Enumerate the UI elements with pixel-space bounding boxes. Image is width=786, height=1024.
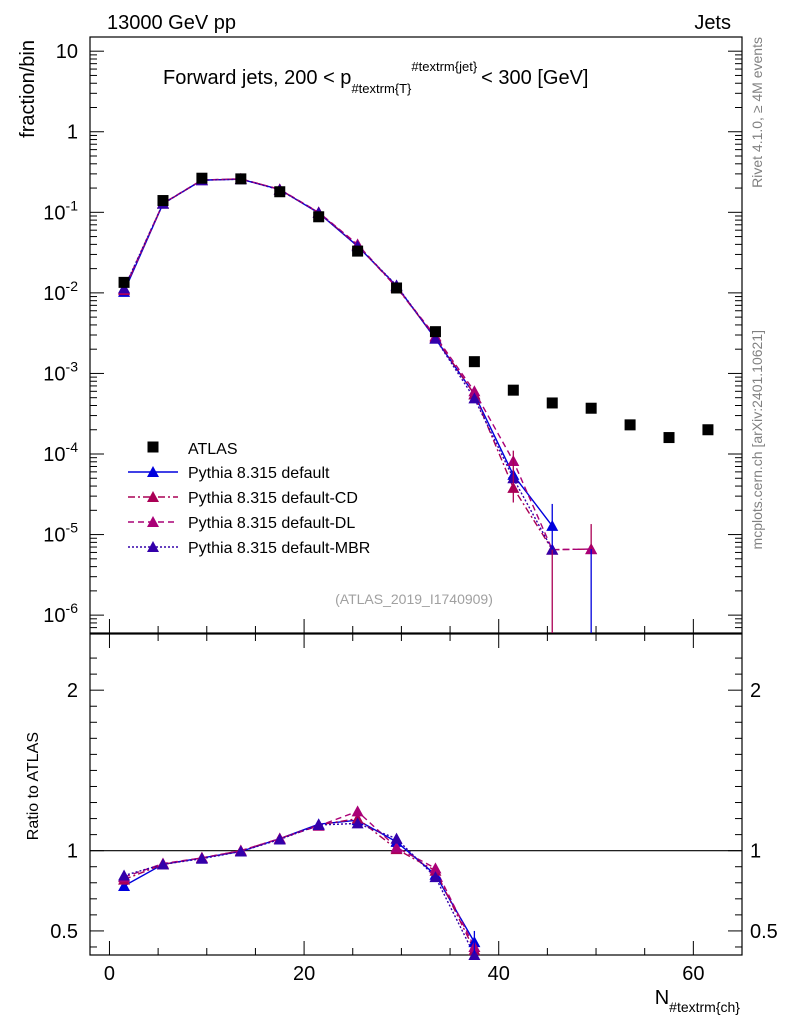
ratio-point-3 (390, 832, 403, 844)
ratio-tick-label: 0.5 (50, 921, 78, 943)
ratio-tick-label-right: 2 (750, 680, 761, 702)
ratio-tick-label-right: 0.5 (750, 921, 778, 943)
series-point-3 (468, 392, 481, 404)
legend-marker-3 (147, 541, 159, 552)
title-sup: #textrm{jet} (411, 59, 477, 74)
legend-label-0: Pythia 8.315 default (188, 465, 330, 482)
ratio-panel-frame (89, 633, 743, 956)
y-tick-label: 10-6 (43, 600, 78, 627)
y-tick-label: 10-5 (43, 520, 78, 547)
ratio-point-3 (118, 869, 131, 881)
title-sub: #textrm{T} (351, 81, 412, 96)
title-end: < 300 [GeV] (481, 67, 588, 89)
y-tick-base: 10 (43, 444, 65, 466)
legend-marker-data (147, 441, 159, 453)
ratio-point-3 (351, 817, 364, 829)
data-point (429, 326, 441, 338)
analysis-label: (ATLAS_2019_I1740909) (335, 591, 493, 607)
y-tick-base: 10 (43, 525, 65, 547)
legend-label-1: Pythia 8.315 default-CD (188, 490, 358, 507)
series-line-3 (123, 178, 553, 550)
ratio-point-3 (468, 949, 481, 960)
y-tick-base: 10 (43, 605, 65, 627)
x-tick-label: 40 (488, 963, 510, 985)
y-tick-label: 1 (67, 122, 78, 144)
y-axis-label: fraction/bin (17, 40, 39, 138)
ratio-point-0 (118, 879, 131, 891)
data-point (702, 424, 714, 436)
y-tick-label: 10-2 (43, 278, 78, 305)
y-tick-label: 10-1 (43, 197, 78, 224)
title-main: Forward jets, 200 < p (163, 67, 351, 89)
header-left: 13000 GeV pp (107, 12, 236, 34)
chart-title: Forward jets, 200 < p#textrm{T} #textrm{j… (163, 59, 588, 96)
ratio-line-0 (123, 819, 475, 943)
data-point (118, 276, 130, 288)
ratio-tick-label: 1 (67, 841, 78, 863)
series-points (118, 172, 714, 960)
ratio-point-3 (156, 858, 169, 870)
x-tick-label: 0 (104, 963, 115, 985)
y-tick-exponent: -6 (66, 600, 79, 616)
y-tick-label: 10-4 (43, 439, 78, 466)
legend-marker-2 (147, 516, 159, 527)
data-point (624, 419, 636, 431)
ratio-point-2 (351, 805, 364, 817)
ratio-point-2 (429, 862, 442, 874)
data-point (546, 397, 558, 409)
ratio-point-3 (429, 871, 442, 883)
ratio-y-axis-label: Ratio to ATLAS (25, 732, 42, 840)
mcplots-label: mcplots.cern.ch [arXiv:2401.10621] (749, 330, 765, 549)
x-axis-label-main: N (655, 987, 669, 1009)
y-tick-label: 10-3 (43, 358, 78, 385)
y-tick-base: 10 (43, 283, 65, 305)
x-axis-label: N#textrm{ch} (655, 987, 741, 1015)
x-tick-label: 20 (293, 963, 315, 985)
rivet-label: Rivet 4.1.0, ≥ 4M events (749, 37, 765, 188)
ratio-point-3 (195, 852, 208, 864)
data-point (235, 173, 247, 185)
legend-label-data: ATLAS (188, 441, 238, 458)
data-point (313, 211, 325, 223)
y-tick-exponent: -1 (66, 197, 79, 213)
legend-marker-1 (147, 491, 159, 502)
legend-label-3: Pythia 8.315 default-MBR (188, 540, 370, 557)
ratio-line-1 (123, 817, 476, 951)
y-tick-base: 10 (43, 363, 65, 385)
ratio-tick-label: 2 (67, 680, 78, 702)
ratio-point-3 (234, 845, 247, 857)
y-tick-exponent: -3 (66, 358, 79, 374)
y-tick-exponent: -2 (66, 278, 79, 294)
header-right: Jets (694, 12, 731, 34)
data-point (468, 356, 480, 368)
series-point-2 (468, 385, 481, 397)
legend-marker-0 (147, 466, 159, 477)
legend-label-2: Pythia 8.315 default-DL (188, 515, 355, 532)
y-tick-exponent: -5 (66, 520, 79, 536)
data-point (157, 195, 169, 207)
data-point (196, 172, 208, 184)
y-tick-exponent: -4 (66, 439, 79, 455)
ratio-point-3 (312, 818, 325, 830)
data-point (507, 384, 519, 396)
x-tick-label: 60 (682, 963, 704, 985)
data-point (274, 186, 286, 198)
data-point (663, 432, 675, 444)
legend: ATLAS Pythia 8.315 default Pythia 8.315 de… (128, 441, 370, 557)
ratio-line-3 (123, 822, 476, 956)
series-lines (123, 178, 592, 956)
ratio-point-3 (273, 833, 286, 845)
ratio-tick-label-right: 1 (750, 841, 761, 863)
data-point (391, 282, 403, 294)
y-tick-label: 10 (56, 41, 78, 63)
y-tick-base: 10 (43, 202, 65, 224)
data-point (352, 245, 364, 257)
x-axis-label-sub: #textrm{ch} (669, 999, 740, 1015)
data-point (585, 402, 597, 414)
series-point-3 (429, 332, 442, 344)
ratio-point-2 (390, 841, 403, 853)
